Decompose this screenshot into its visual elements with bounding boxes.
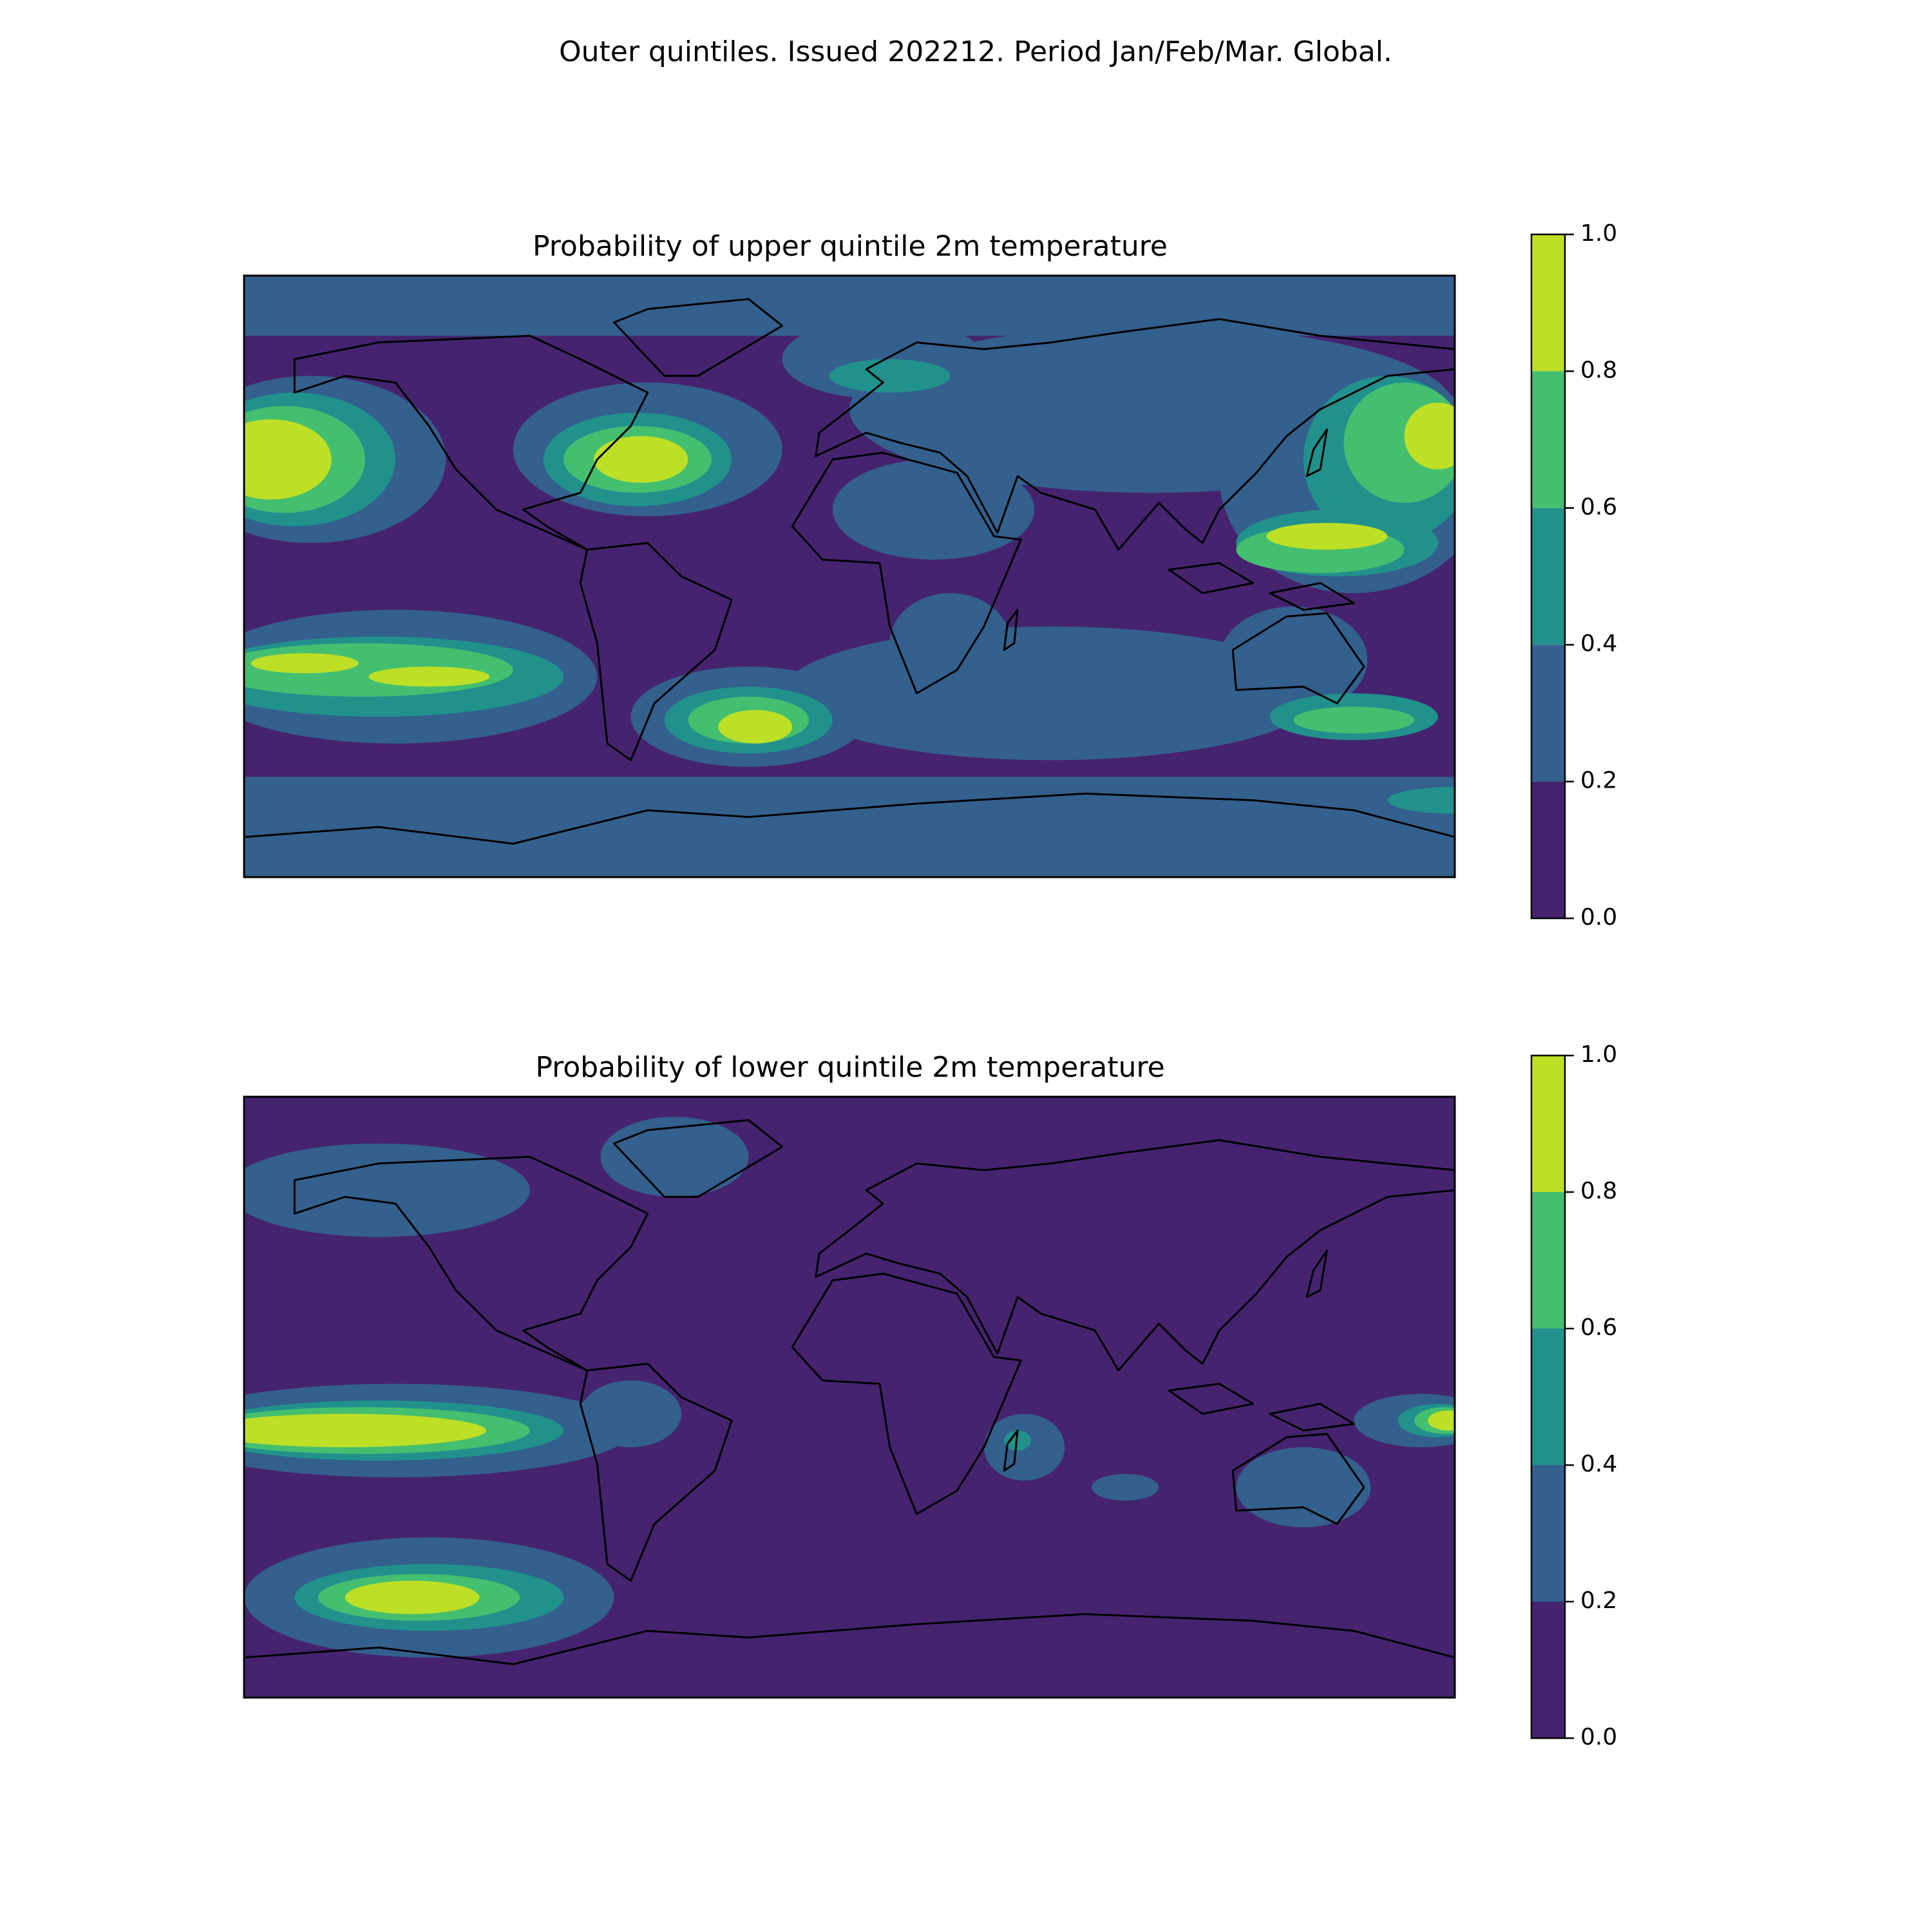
contour-region: [889, 592, 1011, 694]
contour-region: [1387, 786, 1455, 814]
tick-label: 0.2: [1580, 1587, 1617, 1614]
tick-label: 0.0: [1580, 1724, 1617, 1750]
colorbar-segment: [1531, 507, 1565, 645]
figure-title: Outer quintiles. Issued 202212. Period J…: [559, 35, 1392, 68]
contour-region: [832, 459, 1035, 560]
contour-region: [594, 436, 688, 483]
colorbar-segment: [1531, 1056, 1565, 1192]
colorbar-segment: [1531, 234, 1565, 372]
contour-region: [1091, 1473, 1159, 1501]
contour-region: [580, 1380, 681, 1448]
colorbar: 0.0 0.2 0.4 0.6 0.8 1.0: [1530, 220, 1617, 931]
map: [177, 276, 1522, 877]
contour-region: [1404, 402, 1455, 469]
contour-region: [244, 419, 332, 500]
contour-region: [1004, 1430, 1031, 1451]
map-frame: [244, 1097, 1455, 1698]
map-frame: [244, 276, 1455, 877]
tick-label: 0.4: [1580, 1451, 1617, 1477]
contour-region: [368, 667, 490, 687]
contour-region: [251, 653, 359, 674]
colorbar-segment: [1531, 1192, 1565, 1329]
tick-label: 1.0: [1580, 220, 1617, 247]
colorbar-frame: [1530, 1054, 1566, 1739]
contour-region: [345, 1580, 480, 1615]
contour-region: [718, 710, 793, 744]
contour-region: [1219, 606, 1368, 714]
tick-label: 0.8: [1580, 1178, 1617, 1204]
contour-region: [1236, 1447, 1371, 1528]
colorbar: 0.0 0.2 0.4 0.6 0.8 1.0: [1530, 1041, 1617, 1750]
contour-region: [1293, 706, 1415, 734]
colorbar-frame: [1530, 233, 1566, 920]
colorbar-segment: [1531, 1465, 1565, 1602]
tick-label: 0.2: [1580, 768, 1617, 794]
contour-region: [1428, 1410, 1455, 1431]
contour-region: [244, 777, 1455, 878]
tick-label: 0.6: [1580, 1314, 1617, 1341]
contour-region: [244, 1143, 530, 1237]
colorbar-segment: [1531, 781, 1565, 918]
colorbar-segment: [1531, 371, 1565, 508]
colorbar-segment: [1531, 1329, 1565, 1465]
contour-region: [829, 359, 951, 393]
map-title: Probability of upper quintile 2m tempera…: [533, 230, 1168, 263]
contour-region: [244, 1414, 486, 1448]
map: [160, 1097, 1488, 1698]
contour-region: [1266, 522, 1388, 550]
tick-label: 0.0: [1580, 904, 1617, 931]
tick-label: 0.8: [1580, 357, 1617, 383]
tick-label: 0.4: [1580, 630, 1617, 657]
map-title: Probability of lower quintile 2m tempera…: [535, 1051, 1164, 1084]
contour-region: [600, 1117, 749, 1197]
colorbar-segment: [1531, 645, 1565, 782]
tick-label: 0.6: [1580, 494, 1617, 520]
colorbar-segment: [1531, 1602, 1565, 1738]
tick-label: 1.0: [1580, 1041, 1617, 1068]
